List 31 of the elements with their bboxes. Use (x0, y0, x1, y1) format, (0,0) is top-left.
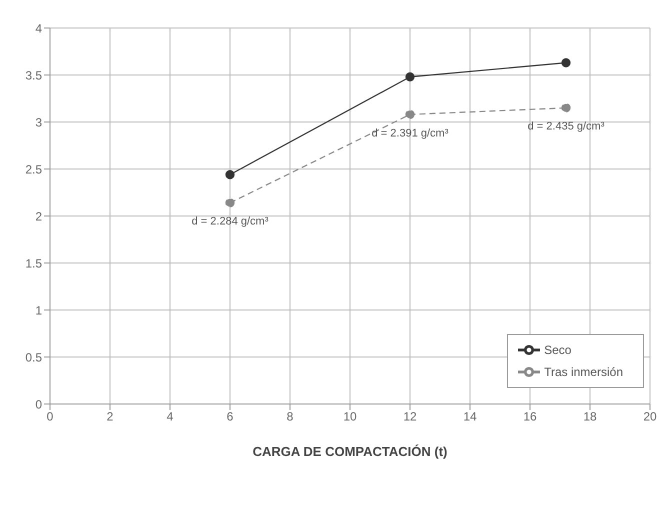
point (561, 58, 571, 68)
y-tick-label: 2.5 (25, 162, 42, 176)
x-tick-label: 16 (523, 410, 537, 424)
x-tick-label: 2 (106, 410, 114, 424)
annotation: d = 2.284 g/cm³ (192, 216, 269, 228)
point (225, 198, 235, 208)
x-tick-label: 14 (463, 410, 477, 424)
x-axis-title: CARGA DE COMPACTACIÓN (t) (252, 444, 448, 459)
y-tick-label: 3.5 (25, 68, 42, 82)
point (561, 103, 571, 112)
x-tick-label: 20 (643, 410, 657, 424)
point (405, 72, 415, 82)
x-tick-label: 10 (343, 410, 357, 424)
y-tick-label: 2 (35, 209, 42, 224)
y-tick-label: 1.5 (25, 256, 42, 270)
x-tick-label: 0 (46, 410, 54, 424)
x-tick-label: 18 (583, 410, 597, 424)
y-tick-label: 1 (35, 303, 42, 318)
y-tick-label: 0.5 (25, 350, 42, 364)
y-tick-label: 4 (35, 21, 42, 36)
annotation: d = 2.435 g/cm³ (528, 120, 605, 133)
x-tick-label: 12 (403, 410, 417, 424)
x-tick-label: 8 (286, 410, 294, 424)
legend-label: Seco (544, 343, 572, 358)
legend-label: Tras inmersión (544, 365, 623, 380)
y-tick-label: 3 (35, 115, 42, 130)
x-tick-label: 6 (226, 410, 234, 424)
point (405, 110, 415, 120)
point (225, 170, 235, 180)
x-tick-label: 4 (166, 410, 174, 424)
y-tick-label: 0 (35, 397, 42, 412)
